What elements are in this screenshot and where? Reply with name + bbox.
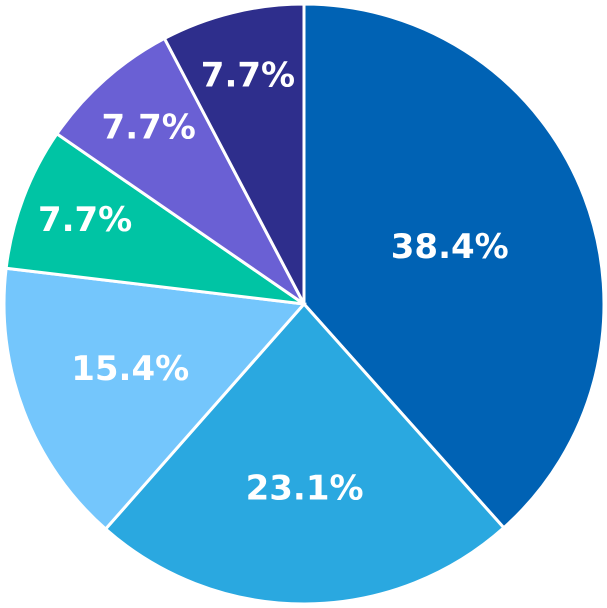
- slice-label: 7.7%: [38, 200, 132, 240]
- pie-slice: [4, 131, 305, 306]
- slice-label: 15.4%: [71, 349, 189, 389]
- pie-slice: [302, 2, 606, 530]
- pie-slice: [162, 2, 306, 305]
- pie-slice: [103, 301, 506, 606]
- slice-label: 23.1%: [246, 468, 364, 508]
- slice-label: 7.7%: [201, 55, 295, 95]
- pie-slice: [2, 266, 308, 532]
- slice-label: 38.4%: [391, 227, 509, 267]
- slice-label: 7.7%: [102, 107, 196, 147]
- pie-slice: [54, 36, 306, 306]
